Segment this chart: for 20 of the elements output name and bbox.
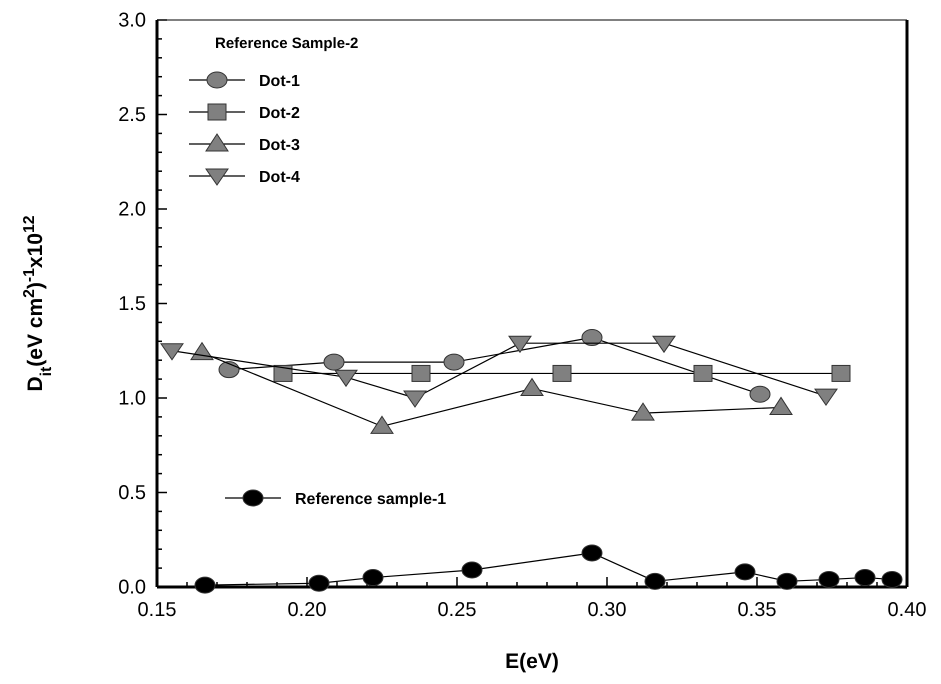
y-tick-label: 3.0 [118, 9, 146, 32]
legend-label: Dot-4 [259, 169, 300, 186]
y-tick-label: 0.5 [118, 482, 146, 504]
y-tick-label: 2.5 [118, 104, 146, 126]
legend-label: Dot-3 [259, 137, 300, 154]
legend-label: Dot-1 [259, 73, 300, 90]
x-tick-label: 0.30 [588, 599, 626, 621]
y-tick-label: 0.0 [118, 576, 146, 598]
x-tick-label: 0.25 [438, 599, 476, 621]
y-tick-label: 1.0 [118, 387, 146, 410]
legend-label: Reference sample-1 [295, 491, 446, 508]
x-tick-label: 0.20 [288, 599, 326, 621]
legend-title: Reference Sample-2 [215, 35, 358, 52]
x-tick-label: 0.40 [888, 599, 926, 621]
y-tick-label: 2.0 [118, 198, 146, 220]
x-axis-title: E(eV) [505, 650, 559, 673]
y-tick-label: 1.5 [118, 292, 146, 315]
legend-label: Dot-2 [259, 105, 300, 122]
x-tick-label: 0.15 [138, 599, 176, 621]
x-tick-label: 0.35 [738, 599, 776, 621]
